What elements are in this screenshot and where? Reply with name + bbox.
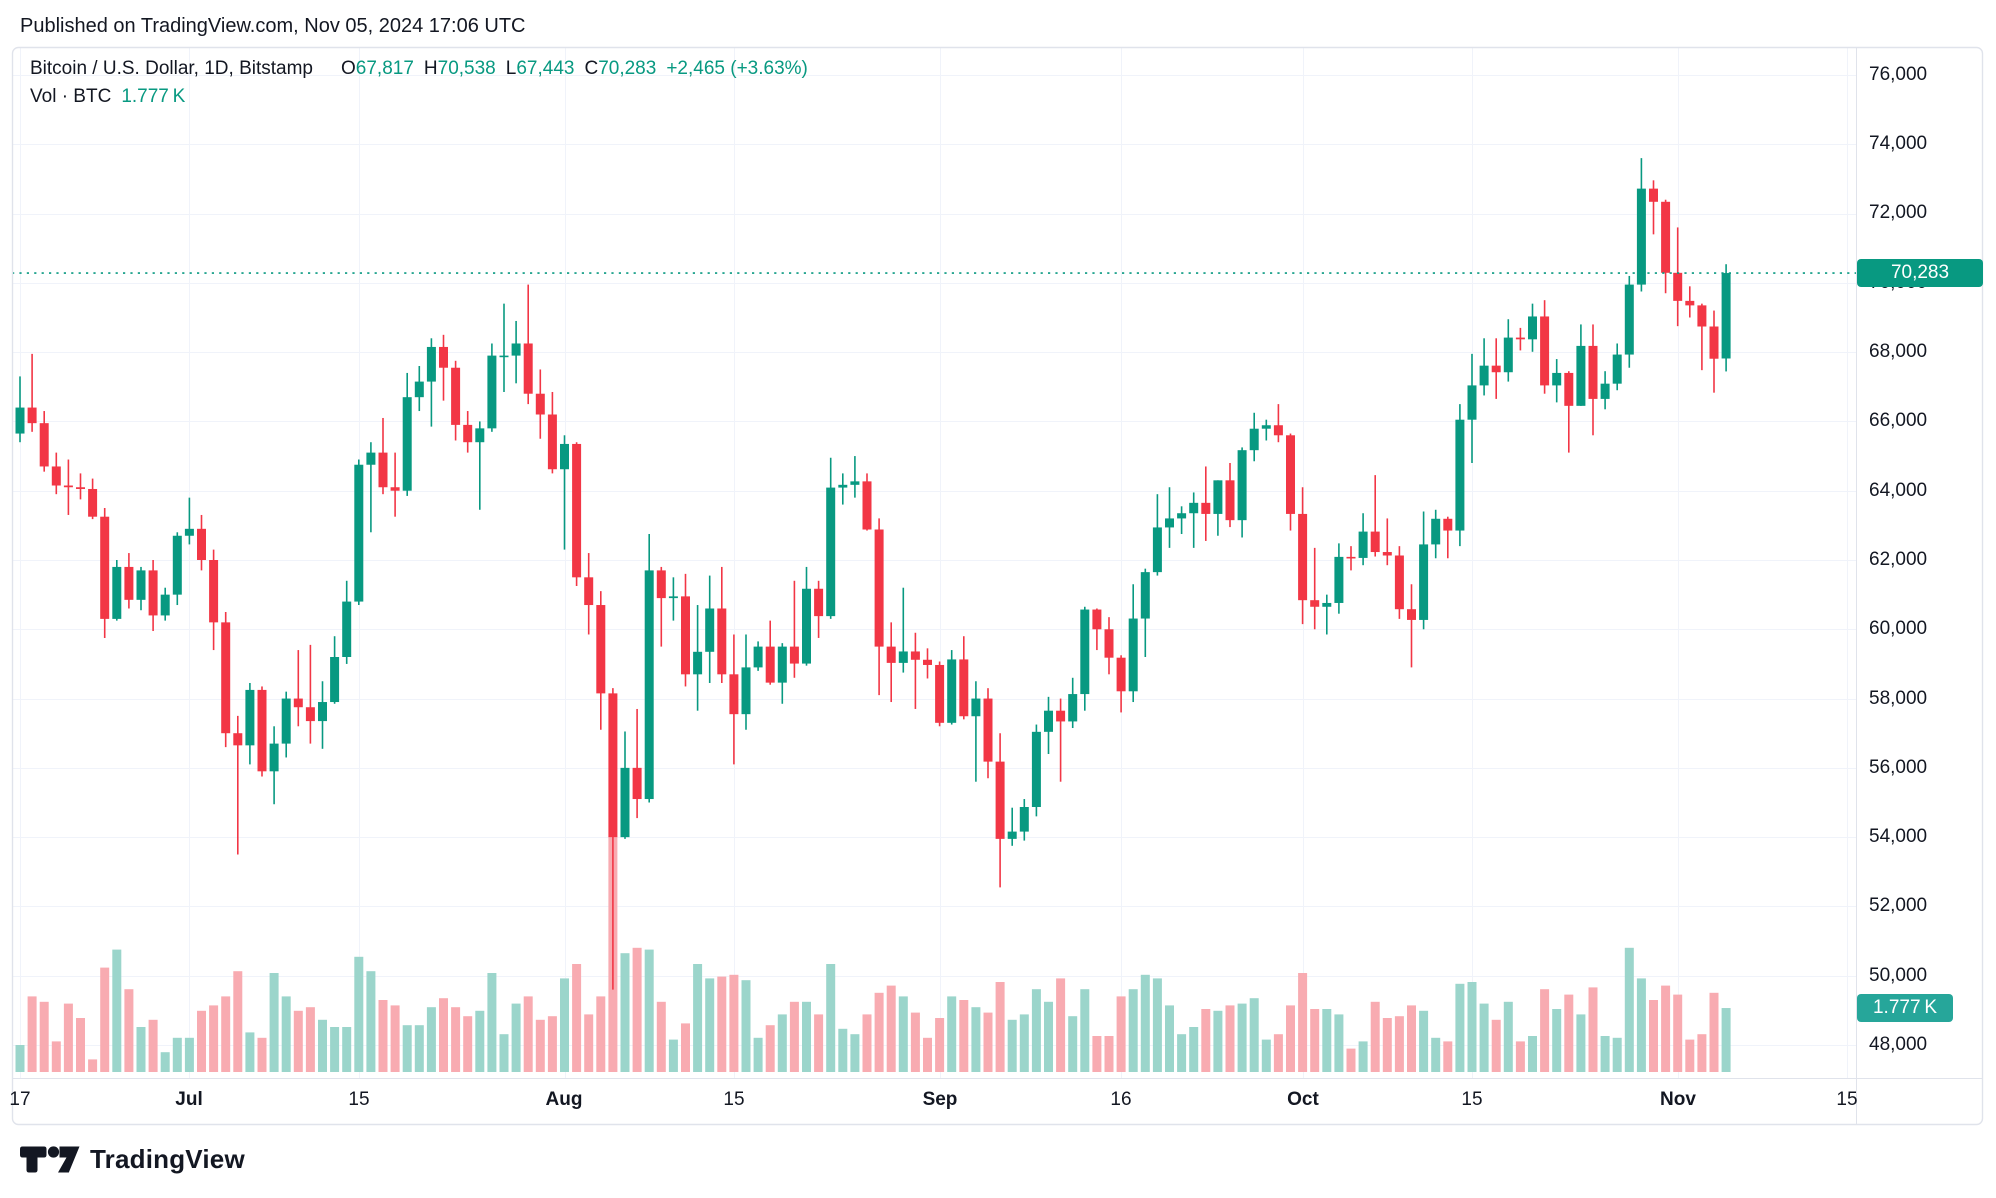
chart-legend: Bitcoin / U.S. Dollar, 1D, Bitstamp O67,8…	[30, 58, 808, 80]
published-note: Published on TradingView.com, Nov 05, 20…	[20, 15, 526, 37]
tradingview-logo[interactable]: TradingView	[20, 1144, 245, 1175]
x-tick: Jul	[175, 1089, 203, 1110]
y-tick: 66,000	[1869, 410, 1928, 431]
tradingview-logo-icon	[20, 1146, 80, 1173]
x-tick: 15	[1836, 1089, 1858, 1110]
y-tick: 64,000	[1869, 480, 1928, 501]
x-tick: 15	[348, 1089, 370, 1110]
y-tick: 56,000	[1869, 757, 1928, 778]
y-tick: 68,000	[1869, 341, 1928, 362]
x-tick: Aug	[545, 1089, 583, 1110]
x-tick: 16	[1110, 1089, 1132, 1110]
y-tick: 48,000	[1869, 1034, 1928, 1055]
y-tick: 62,000	[1869, 549, 1928, 570]
x-tick: Oct	[1287, 1089, 1319, 1110]
y-tick: 50,000	[1869, 965, 1928, 986]
symbol-title: Bitcoin / U.S. Dollar, 1D, Bitstamp	[30, 58, 313, 79]
y-tick: 74,000	[1869, 133, 1928, 154]
open-value: 67,817	[355, 58, 414, 79]
last-price-badge: 70,283	[1857, 259, 1983, 287]
volume-legend: Vol · BTC 1.777 K	[30, 86, 185, 108]
x-tick: 17	[9, 1089, 31, 1110]
change-value: +2,465 (+3.63%)	[666, 58, 808, 79]
y-tick: 54,000	[1869, 826, 1928, 847]
high-value: 70,538	[437, 58, 496, 79]
last-volume-badge: 1.777 K	[1857, 994, 1953, 1022]
low-label: L	[505, 58, 517, 79]
close-value: 70,283	[598, 58, 657, 79]
y-tick: 72,000	[1869, 202, 1928, 223]
volume-label: Vol · BTC	[30, 86, 112, 107]
x-tick: 15	[1461, 1089, 1483, 1110]
volume-value: 1.777 K	[121, 86, 186, 107]
close-label: C	[584, 58, 599, 79]
y-tick: 52,000	[1869, 895, 1928, 916]
open-label: O	[341, 58, 356, 79]
y-tick: 58,000	[1869, 688, 1928, 709]
y-tick: 60,000	[1869, 618, 1928, 639]
low-value: 67,443	[516, 58, 575, 79]
x-tick: Sep	[922, 1089, 958, 1110]
high-label: H	[423, 58, 438, 79]
x-tick: Nov	[1660, 1089, 1696, 1110]
x-tick: 15	[723, 1089, 745, 1110]
tradingview-logo-text: TradingView	[90, 1144, 245, 1174]
y-tick: 76,000	[1869, 64, 1928, 85]
